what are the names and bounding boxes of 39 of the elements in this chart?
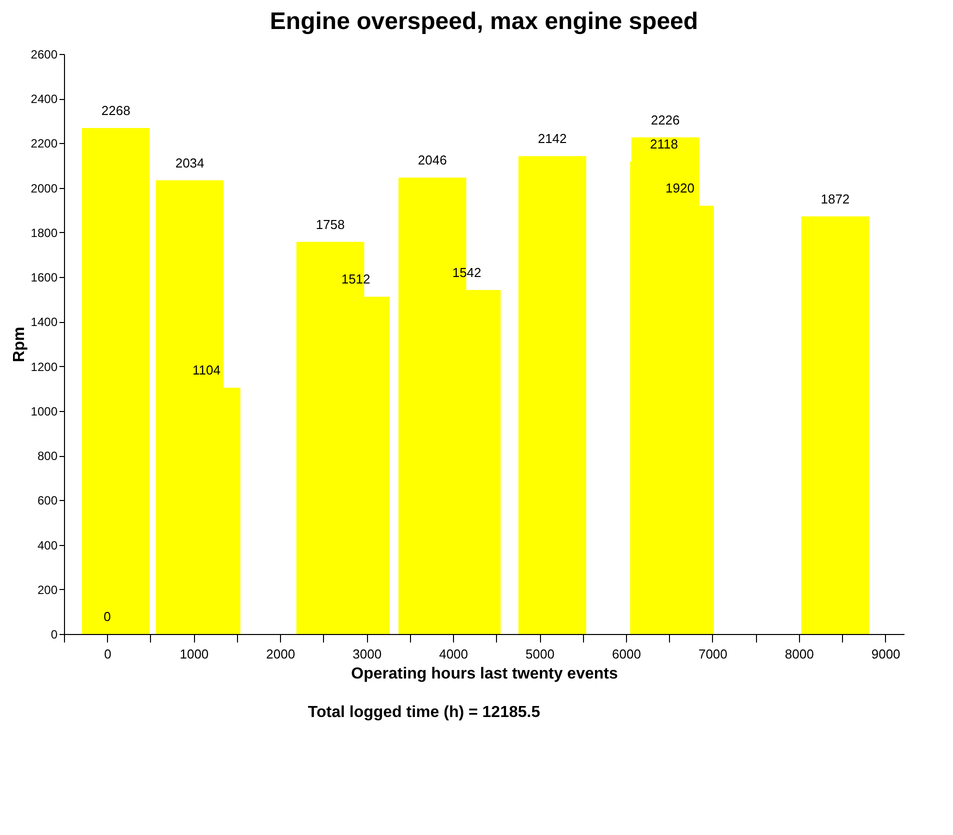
x-tick-label: 8000 bbox=[784, 646, 814, 662]
data-label: 1758 bbox=[316, 216, 345, 232]
x-tick-label: 7000 bbox=[698, 646, 728, 662]
y-axis-title: Rpm bbox=[10, 326, 28, 362]
y-tick-label: 2200 bbox=[30, 136, 58, 151]
y-tick-label: 2400 bbox=[30, 92, 58, 106]
data-label: 1104 bbox=[192, 362, 220, 378]
text: Total logged time (h) = 12185.5 bbox=[308, 704, 540, 721]
x-tick-label: 9000 bbox=[871, 646, 900, 662]
x-tick-label: 4000 bbox=[439, 646, 468, 662]
data-label: 2142 bbox=[538, 131, 567, 146]
data-label: 1872 bbox=[820, 191, 850, 206]
y-tick-label: 400 bbox=[37, 538, 58, 552]
y-tick-label: 1200 bbox=[30, 360, 58, 374]
y-tick-label: 2600 bbox=[30, 48, 58, 62]
y-tick-label: 200 bbox=[37, 582, 58, 597]
y-tick-label: 0 bbox=[50, 628, 58, 642]
data-label: 2046 bbox=[418, 152, 447, 168]
y-tick-label: 2000 bbox=[30, 181, 58, 196]
x-tick-label: 2000 bbox=[266, 646, 296, 662]
x-tick-label: 0 bbox=[104, 646, 112, 662]
x-axis-title: Operating hours last twenty events bbox=[351, 666, 618, 682]
chart-title: Engine overspeed, max engine speed bbox=[270, 8, 698, 35]
x-tick-label: 3000 bbox=[352, 646, 382, 662]
data-label: 0 bbox=[104, 609, 111, 624]
y-tick-label: 600 bbox=[37, 494, 58, 508]
x-tick-label: 5000 bbox=[526, 646, 554, 662]
y-tick-label: 1600 bbox=[30, 270, 58, 285]
data-label: 2226 bbox=[650, 112, 680, 128]
y-tick-label: 1400 bbox=[30, 315, 58, 330]
y-tick-label: 1000 bbox=[30, 404, 58, 418]
y-tick-label: 800 bbox=[37, 449, 58, 464]
data-label: 2034 bbox=[175, 155, 204, 170]
data-label: 2118 bbox=[650, 136, 678, 152]
y-tick-label: 1800 bbox=[30, 226, 58, 240]
data-label: 1920 bbox=[666, 180, 694, 196]
data-label: 2268 bbox=[101, 103, 130, 118]
x-tick-label: 6000 bbox=[612, 646, 641, 662]
x-tick-label: 1000 bbox=[180, 646, 209, 662]
